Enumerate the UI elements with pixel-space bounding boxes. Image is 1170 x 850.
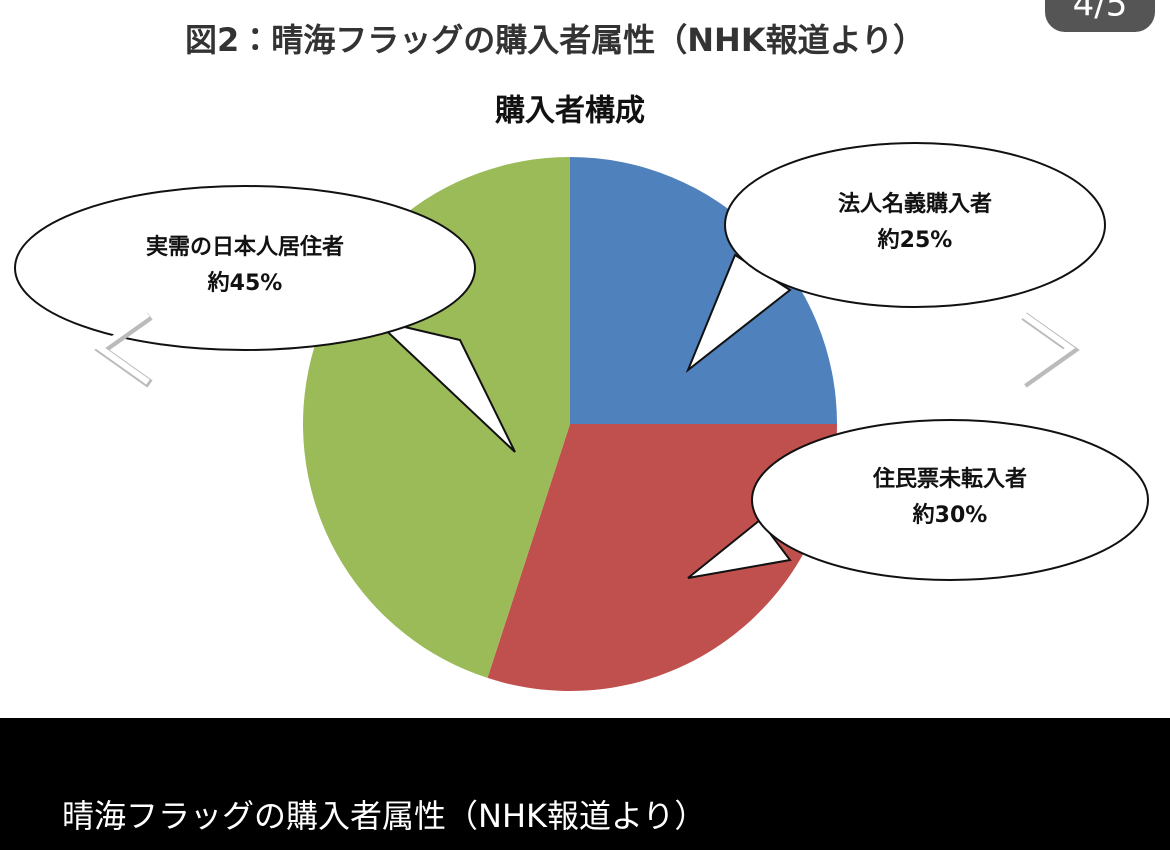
callout-tail [371,318,516,453]
chart-subtitle: 購入者構成 [495,94,645,129]
caption-bar [0,718,1170,850]
counter-badge [1045,0,1155,32]
callout [724,142,1106,308]
figure-title: 図2：晴海フラッグの購入者属性（NHK報道より） [185,21,925,59]
callout [14,185,476,351]
slice-label: 住民票未転入者 [872,466,1027,492]
pie-slice [570,157,837,424]
caption: 晴海フラッグの購入者属性（NHK報道より） [62,797,706,835]
callout-tail [687,518,792,579]
value-label: 約45% [207,270,283,296]
value-label: 約25% [877,227,953,253]
pie-slice [487,424,837,691]
next-arrow[interactable] [1020,311,1076,385]
value-label: 約30% [912,502,988,528]
slice-label: 法人名義購入者 [838,191,992,217]
prev-arrow[interactable] [94,311,150,385]
callout [751,419,1149,581]
slice-label: 実需の日本人居住者 [146,234,344,260]
page-counter: 4/5 [1073,0,1128,25]
